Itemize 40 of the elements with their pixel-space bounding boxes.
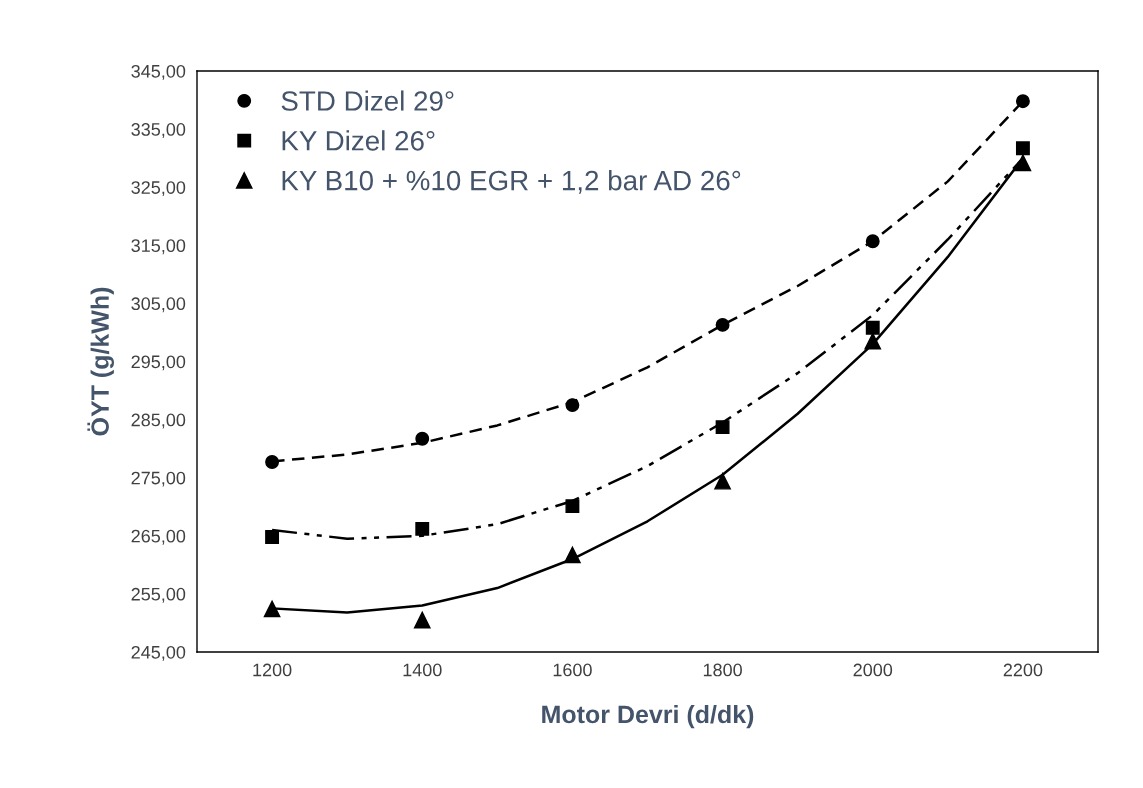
y-tick-label: 255,00 [131, 587, 186, 603]
legend-label: STD Dizel 29° [281, 90, 454, 111]
x-tick-label: 1600 [553, 663, 592, 677]
y-tick-label: 285,00 [131, 413, 186, 429]
point [1014, 154, 1032, 172]
point [865, 320, 880, 335]
y-tick-label: 295,00 [131, 355, 186, 371]
point [1015, 94, 1030, 109]
y-axis-title: ÖYT (g/kWh) [87, 287, 114, 436]
point [265, 530, 280, 544]
y-tick-label: 245,00 [131, 645, 186, 661]
y-tick-label: 335,00 [131, 123, 186, 138]
point [565, 398, 580, 413]
point [715, 317, 730, 332]
y-tick-label: 305,00 [131, 297, 186, 313]
point [263, 600, 281, 618]
point [564, 546, 581, 564]
point [865, 234, 880, 249]
x-tick-label: 1400 [403, 663, 442, 677]
point [415, 431, 430, 446]
point [714, 472, 731, 490]
point [1015, 141, 1030, 156]
point [565, 499, 580, 514]
point [265, 455, 280, 469]
x-tick-label: 1200 [253, 663, 292, 677]
y-tick-label: 275,00 [131, 471, 186, 487]
y-tick-label: 265,00 [131, 529, 186, 545]
y-tick-label: 315,00 [131, 239, 186, 255]
y-tick-label: 325,00 [131, 181, 186, 197]
x-tick-label: 2200 [1003, 663, 1043, 677]
x-axis-title: Motor Devri (d/dk) [542, 704, 754, 729]
point [413, 611, 431, 629]
legend-label: KY B10 + %10 EGR + 1,2 bar AD 26° [282, 170, 741, 194]
y-tick-label: 345,00 [131, 64, 186, 80]
x-tick-label: 2000 [853, 663, 893, 677]
point [864, 332, 882, 350]
point [415, 521, 430, 536]
x-tick-label: 1800 [703, 663, 742, 677]
legend-label: KY Dizel 26° [282, 130, 435, 151]
point [715, 420, 730, 435]
